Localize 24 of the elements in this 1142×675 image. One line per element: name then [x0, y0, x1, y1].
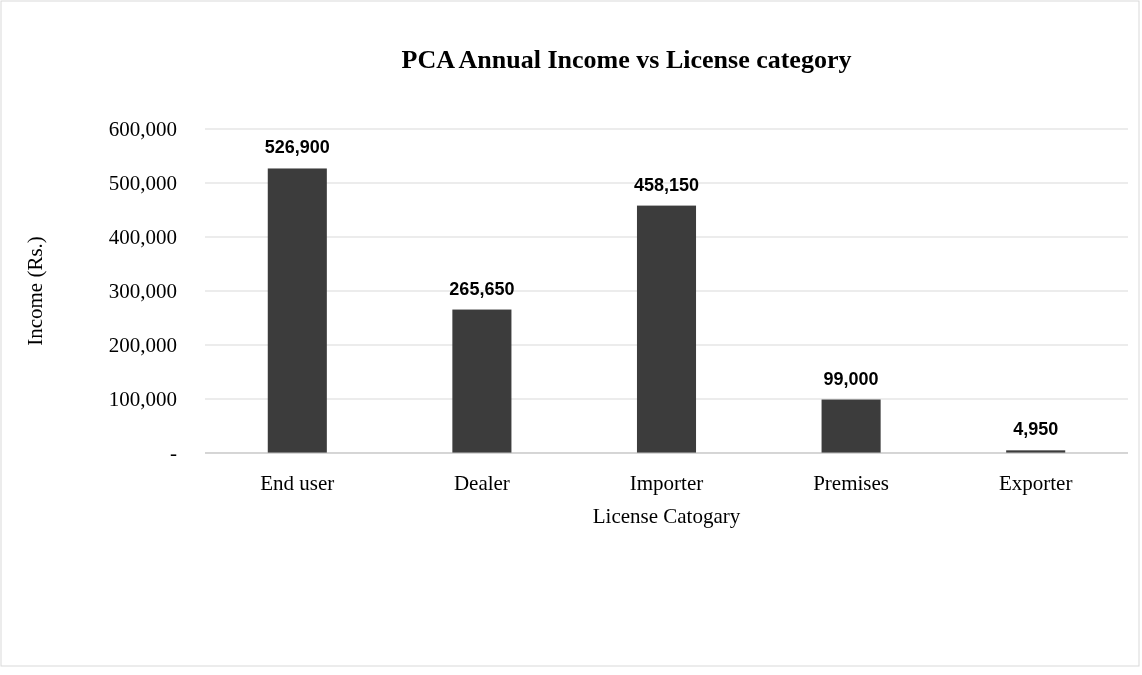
data-label: 99,000 — [823, 368, 879, 389]
y-tick-label: 400,000 — [108, 225, 177, 250]
y-tick-label: 600,000 — [108, 117, 177, 142]
y-tick-label: 500,000 — [108, 171, 177, 196]
y-tick-label: 100,000 — [108, 387, 177, 412]
y-axis-title: Income (Rs.) — [23, 236, 47, 346]
y-tick-label: - — [170, 441, 177, 466]
data-label: 4,950 — [1013, 419, 1059, 440]
bar — [267, 168, 327, 453]
data-label: 458,150 — [633, 174, 700, 195]
data-label: 265,650 — [449, 278, 515, 299]
bar — [636, 205, 697, 453]
x-tick-label: Exporter — [998, 471, 1073, 495]
x-tick-label: Dealer — [453, 471, 510, 495]
y-tick-label: 300,000 — [108, 279, 177, 304]
x-tick-label: Premises — [813, 471, 890, 495]
bar — [821, 399, 881, 453]
x-tick-label: End user — [260, 471, 335, 495]
chart-title: PCA Annual Income vs License category — [401, 45, 852, 74]
bar — [452, 309, 512, 453]
data-label: 526,900 — [264, 137, 330, 158]
y-tick-label: 200,000 — [108, 333, 177, 358]
x-tick-label: Importer — [629, 471, 704, 495]
x-axis-title: License Catogary — [592, 504, 741, 528]
